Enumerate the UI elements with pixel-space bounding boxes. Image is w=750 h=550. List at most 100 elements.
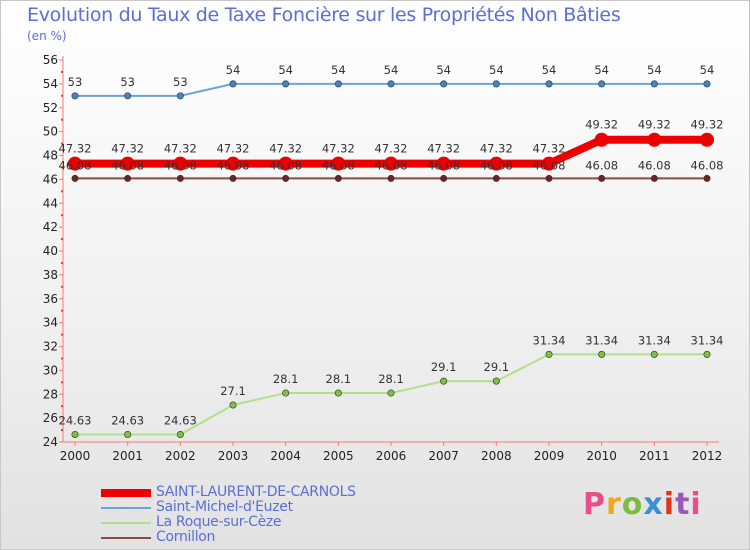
logo-letter: i (690, 487, 702, 522)
data-label: 47.32 (375, 142, 408, 156)
x-tick-label: 2006 (376, 449, 407, 463)
proxiti-logo: Proxiti (583, 487, 702, 522)
data-label: 53 (120, 75, 135, 89)
data-point (492, 174, 500, 182)
legend-label: SAINT-LAURENT-DE-CARNOLS (156, 484, 356, 500)
y-minor-tick (61, 405, 63, 408)
x-tick-label: 2011 (639, 449, 670, 463)
data-label: 54 (700, 63, 715, 77)
logo-letter: x (643, 487, 664, 522)
data-label: 47.32 (164, 142, 197, 156)
data-point (124, 92, 132, 100)
data-point (331, 156, 346, 171)
data-point (71, 92, 79, 100)
data-label: 28.1 (378, 372, 404, 386)
y-tick-label: 36 (43, 292, 58, 306)
data-point (650, 350, 658, 358)
data-point (282, 174, 290, 182)
y-minor-tick (61, 285, 63, 288)
y-minor-tick (61, 309, 63, 312)
data-point (492, 80, 500, 88)
data-label: 46.08 (691, 158, 724, 172)
data-label: 47.32 (533, 142, 566, 156)
data-point (700, 132, 714, 147)
data-label: 49.32 (638, 118, 671, 132)
y-tick-label: 50 (43, 125, 58, 139)
legend-label: Cornillon (156, 529, 216, 545)
logo-letter: i (663, 487, 676, 522)
data-label: 53 (173, 75, 188, 89)
y-minor-tick (61, 333, 63, 336)
data-point (278, 156, 293, 171)
data-label: 31.34 (533, 333, 566, 347)
data-label: 29.1 (484, 360, 510, 374)
data-point (124, 430, 132, 438)
data-label: 46.08 (322, 158, 355, 172)
data-label: 24.63 (164, 413, 197, 427)
x-tick-label: 2008 (481, 449, 512, 463)
data-point (68, 156, 82, 171)
y-tick-label: 48 (43, 149, 58, 163)
y-minor-tick (61, 142, 63, 145)
legend-swatch (101, 489, 151, 497)
data-point (176, 174, 184, 182)
data-label: 46.08 (533, 158, 566, 172)
data-label: 27.1 (220, 384, 246, 398)
data-label: 54 (278, 63, 293, 77)
data-point (650, 80, 658, 88)
legend-swatch (101, 522, 151, 524)
data-label: 47.32 (269, 142, 302, 156)
data-label: 46.08 (59, 158, 92, 172)
data-label: 28.1 (273, 372, 299, 386)
data-point (440, 174, 448, 182)
data-label: 54 (331, 63, 346, 77)
data-point (650, 174, 658, 182)
data-label: 46.08 (375, 158, 408, 172)
data-point (334, 389, 342, 397)
data-point (334, 80, 342, 88)
data-label: 53 (68, 75, 83, 89)
y-minor-tick (61, 238, 63, 241)
x-tick-label: 2005 (323, 449, 354, 463)
data-point (440, 80, 448, 88)
y-axis-unit: (en %) (27, 29, 67, 43)
y-tick-label: 28 (43, 387, 58, 401)
logo-letter: r (606, 487, 622, 522)
data-point (334, 174, 342, 182)
data-label: 49.32 (585, 118, 618, 132)
data-point (229, 401, 237, 409)
data-label: 54 (594, 63, 609, 77)
data-label: 46.08 (269, 158, 302, 172)
legend-label: Saint-Michel-d'Euzet (156, 499, 293, 515)
y-minor-tick (61, 118, 63, 121)
logo-letter: t (675, 487, 691, 522)
data-label: 54 (647, 63, 662, 77)
data-point (598, 174, 606, 182)
data-label: 31.34 (638, 333, 671, 347)
data-point (545, 350, 553, 358)
y-tick-label: 32 (43, 340, 58, 354)
data-label: 54 (542, 63, 557, 77)
data-point (492, 377, 500, 385)
data-point (489, 156, 504, 171)
data-label: 46.08 (217, 158, 250, 172)
data-label: 24.63 (111, 413, 144, 427)
y-tick-label: 44 (43, 196, 58, 210)
data-point (229, 174, 237, 182)
x-tick-label: 2004 (270, 449, 301, 463)
y-minor-tick (61, 357, 63, 360)
data-label: 46.08 (164, 158, 197, 172)
data-point (703, 174, 711, 182)
legend-swatch (101, 507, 151, 509)
x-tick-label: 2001 (112, 449, 143, 463)
y-minor-tick (61, 381, 63, 384)
data-label: 54 (226, 63, 241, 77)
y-minor-tick (61, 166, 63, 169)
data-label: 47.32 (59, 142, 92, 156)
data-label: 31.34 (691, 333, 724, 347)
data-point (384, 156, 398, 171)
y-tick-label: 24 (43, 435, 58, 449)
data-point (387, 389, 395, 397)
data-label: 46.08 (480, 158, 513, 172)
data-point (71, 174, 79, 182)
